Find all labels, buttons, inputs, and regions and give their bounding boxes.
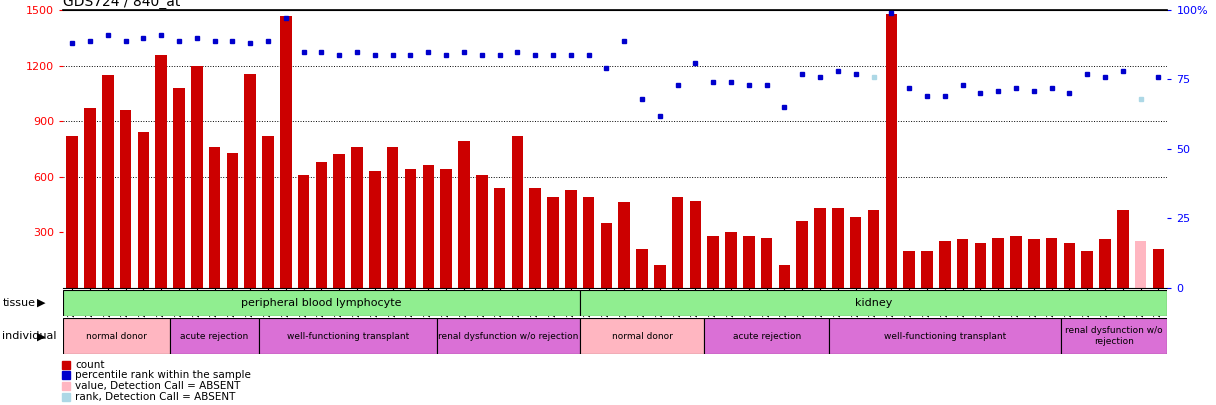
Text: acute rejection: acute rejection xyxy=(180,332,249,341)
Bar xyxy=(1135,241,1147,288)
Bar xyxy=(191,66,203,288)
Bar xyxy=(547,197,559,288)
Bar xyxy=(796,221,809,288)
Bar xyxy=(387,147,399,288)
Bar xyxy=(475,175,488,288)
Bar xyxy=(438,318,580,354)
Bar xyxy=(405,169,416,288)
Bar xyxy=(1010,236,1021,288)
Bar xyxy=(422,166,434,288)
Text: ▶: ▶ xyxy=(36,331,45,341)
Bar xyxy=(957,239,968,288)
Bar xyxy=(137,132,150,288)
Text: normal donor: normal donor xyxy=(86,332,147,341)
Text: renal dysfunction w/o rejection: renal dysfunction w/o rejection xyxy=(438,332,579,341)
Bar xyxy=(654,265,665,288)
Bar xyxy=(832,208,844,288)
Text: GDS724 / 840_at: GDS724 / 840_at xyxy=(63,0,181,9)
Bar xyxy=(226,153,238,288)
Bar xyxy=(1064,243,1075,288)
Text: ▶: ▶ xyxy=(36,298,45,308)
Bar xyxy=(333,154,345,288)
Bar xyxy=(1028,239,1040,288)
Bar xyxy=(689,200,702,288)
Bar xyxy=(582,197,595,288)
Text: normal donor: normal donor xyxy=(612,332,672,341)
Bar xyxy=(743,236,755,288)
Bar xyxy=(992,238,1004,288)
Text: rank, Detection Call = ABSENT: rank, Detection Call = ABSENT xyxy=(75,392,236,402)
Bar xyxy=(922,251,933,288)
Bar xyxy=(868,210,879,288)
Text: peripheral blood lymphocyte: peripheral blood lymphocyte xyxy=(241,298,401,308)
Bar xyxy=(885,14,897,288)
Text: count: count xyxy=(75,360,105,370)
Text: kidney: kidney xyxy=(855,298,893,308)
Text: well-functioning transplant: well-functioning transplant xyxy=(287,332,410,341)
Text: value, Detection Call = ABSENT: value, Detection Call = ABSENT xyxy=(75,381,241,391)
Bar xyxy=(170,318,259,354)
Bar xyxy=(580,318,704,354)
Bar xyxy=(636,249,648,288)
Bar xyxy=(1081,251,1093,288)
Bar xyxy=(351,147,362,288)
Bar xyxy=(903,251,914,288)
Text: percentile rank within the sample: percentile rank within the sample xyxy=(75,371,252,380)
Bar xyxy=(494,188,506,288)
Bar xyxy=(761,238,772,288)
Bar xyxy=(1099,239,1111,288)
Bar xyxy=(829,318,1060,354)
Bar xyxy=(671,197,683,288)
Bar xyxy=(619,202,630,288)
Bar xyxy=(939,241,951,288)
Bar xyxy=(316,162,327,288)
Bar xyxy=(63,318,170,354)
Bar xyxy=(512,136,523,288)
Text: renal dysfunction w/o
rejection: renal dysfunction w/o rejection xyxy=(1065,326,1162,346)
Bar xyxy=(708,236,719,288)
Bar xyxy=(704,318,829,354)
Bar xyxy=(529,188,541,288)
Bar xyxy=(67,136,78,288)
Bar xyxy=(601,223,612,288)
Bar xyxy=(815,208,826,288)
Text: well-functioning transplant: well-functioning transplant xyxy=(884,332,1006,341)
Bar xyxy=(298,175,309,288)
Bar xyxy=(1118,210,1128,288)
Bar xyxy=(244,74,257,288)
Bar xyxy=(370,171,381,288)
Bar xyxy=(440,169,452,288)
Bar xyxy=(119,110,131,288)
Bar xyxy=(259,318,438,354)
Text: individual: individual xyxy=(2,331,57,341)
Text: acute rejection: acute rejection xyxy=(732,332,801,341)
Bar xyxy=(778,265,790,288)
Bar xyxy=(565,190,576,288)
Bar xyxy=(850,217,861,288)
Bar xyxy=(84,108,96,288)
Bar xyxy=(1060,318,1167,354)
Bar xyxy=(458,141,469,288)
Text: tissue: tissue xyxy=(2,298,35,308)
Bar xyxy=(1046,238,1058,288)
Bar xyxy=(173,88,185,288)
Bar xyxy=(156,55,167,288)
Bar xyxy=(63,290,580,316)
Bar xyxy=(1153,249,1164,288)
Bar xyxy=(102,75,113,288)
Bar xyxy=(974,243,986,288)
Bar xyxy=(209,147,220,288)
Bar xyxy=(725,232,737,288)
Bar xyxy=(263,136,274,288)
Bar xyxy=(280,16,292,288)
Bar xyxy=(580,290,1167,316)
